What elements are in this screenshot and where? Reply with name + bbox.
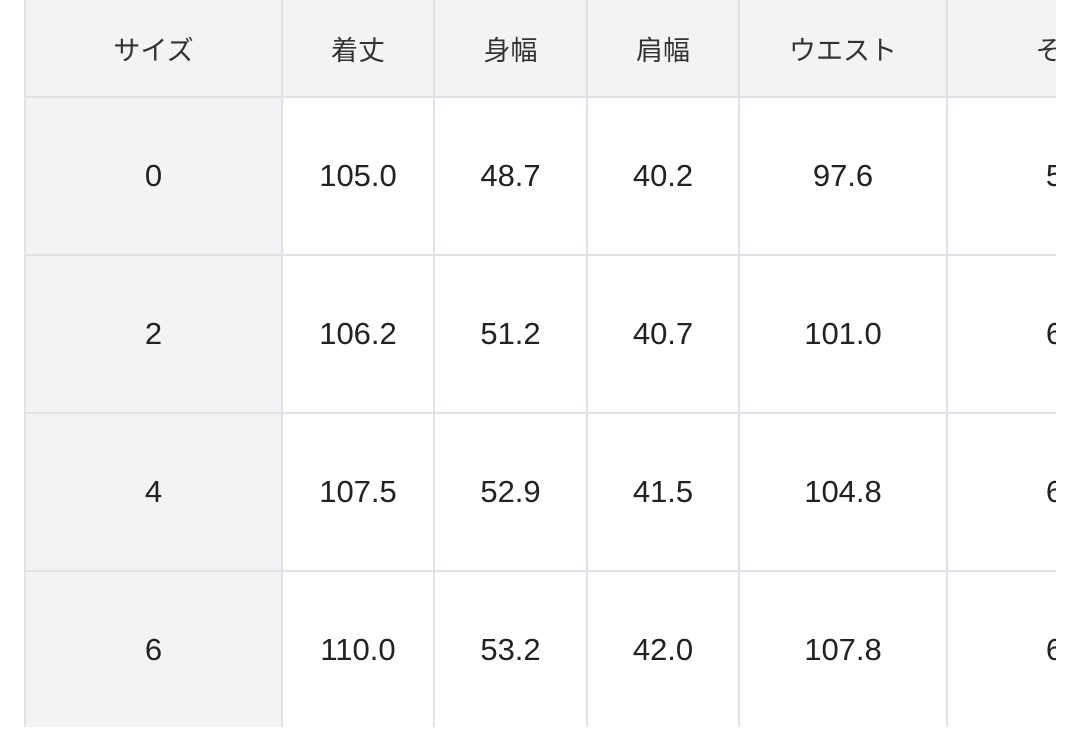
table-row: 4 107.5 52.9 41.5 104.8 60.4 xyxy=(24,412,1056,572)
header-length: 着丈 xyxy=(281,0,435,98)
header-body-width: 身幅 xyxy=(433,0,588,98)
shoulder-width-cell: 40.7 xyxy=(586,254,740,414)
length-cell: 107.5 xyxy=(281,412,435,572)
shoulder-width-cell: 40.2 xyxy=(586,96,740,256)
sleeve-length-cell: 60.4 xyxy=(946,412,1056,572)
size-cell: 2 xyxy=(24,254,283,414)
header-row: サイズ 着丈 身幅 肩幅 ウエスト そで丈 xyxy=(24,0,1056,98)
sleeve-length-cell: 59.9 xyxy=(946,96,1056,256)
body-width-cell: 48.7 xyxy=(433,96,588,256)
shoulder-width-cell: 41.5 xyxy=(586,412,740,572)
size-cell: 6 xyxy=(24,570,283,727)
header-shoulder-width: 肩幅 xyxy=(586,0,740,98)
waist-cell: 104.8 xyxy=(738,412,948,572)
body-width-cell: 53.2 xyxy=(433,570,588,727)
length-cell: 110.0 xyxy=(281,570,435,727)
sleeve-length-cell: 61.2 xyxy=(946,570,1056,727)
header-sleeve-length: そで丈 xyxy=(946,0,1056,98)
waist-cell: 97.6 xyxy=(738,96,948,256)
table-row: 6 110.0 53.2 42.0 107.8 61.2 xyxy=(24,570,1056,727)
shoulder-width-cell: 42.0 xyxy=(586,570,740,727)
size-cell: 4 xyxy=(24,412,283,572)
length-cell: 105.0 xyxy=(281,96,435,256)
header-size: サイズ xyxy=(24,0,283,98)
waist-cell: 107.8 xyxy=(738,570,948,727)
body-width-cell: 51.2 xyxy=(433,254,588,414)
body-width-cell: 52.9 xyxy=(433,412,588,572)
sleeve-length-cell: 60.1 xyxy=(946,254,1056,414)
table-row: 2 106.2 51.2 40.7 101.0 60.1 xyxy=(24,254,1056,414)
table-row: 0 105.0 48.7 40.2 97.6 59.9 xyxy=(24,96,1056,256)
size-chart-table: サイズ 着丈 身幅 肩幅 ウエスト そで丈 0 105.0 48.7 40.2 … xyxy=(24,0,1056,727)
size-cell: 0 xyxy=(24,96,283,256)
length-cell: 106.2 xyxy=(281,254,435,414)
size-table-viewport[interactable]: サイズ 着丈 身幅 肩幅 ウエスト そで丈 0 105.0 48.7 40.2 … xyxy=(24,0,1056,727)
header-waist: ウエスト xyxy=(738,0,948,98)
waist-cell: 101.0 xyxy=(738,254,948,414)
